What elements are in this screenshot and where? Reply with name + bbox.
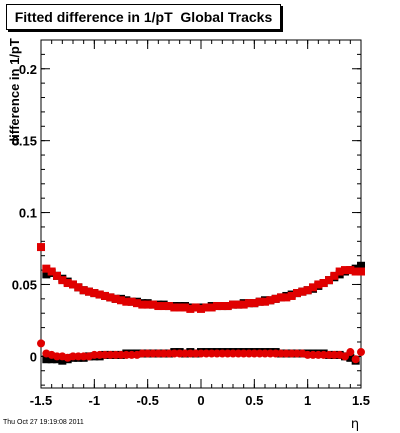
data-point <box>277 293 285 302</box>
data-point <box>325 276 333 285</box>
data-point <box>159 302 168 311</box>
data-point <box>223 302 232 311</box>
data-point <box>37 339 45 348</box>
y-tick-label: 0 <box>30 349 37 364</box>
data-point <box>74 283 83 292</box>
data-point <box>175 303 184 312</box>
data-point <box>282 293 291 302</box>
data-point <box>69 280 77 289</box>
data-point <box>197 304 205 313</box>
data-point <box>213 302 221 311</box>
data-point <box>303 286 312 295</box>
series-3 <box>37 339 365 364</box>
data-point <box>47 267 56 276</box>
y-axis-label: difference in 1/pT <box>7 38 22 146</box>
x-tick-label: 1 <box>304 393 311 408</box>
data-point <box>63 279 72 288</box>
x-tick-label: 0 <box>197 393 204 408</box>
data-point <box>170 303 179 312</box>
data-point <box>58 356 67 365</box>
plot-frame <box>40 39 362 389</box>
data-point <box>42 264 51 273</box>
y-tick-label: 0.15 <box>12 134 37 149</box>
x-tick-label: 0.5 <box>245 393 263 408</box>
axis-ticks <box>40 39 362 388</box>
data-point <box>106 293 115 302</box>
data-point <box>229 300 237 309</box>
data-point <box>95 290 104 299</box>
data-point <box>191 303 200 312</box>
data-point <box>335 267 344 276</box>
data-point <box>287 291 296 300</box>
data-point <box>357 267 365 276</box>
timestamp-footer: Thu Oct 27 19:19:08 2011 <box>3 419 84 426</box>
data-point <box>138 300 147 309</box>
data-point <box>58 276 67 285</box>
x-axis-label: η <box>351 417 359 432</box>
data-point <box>111 294 120 303</box>
data-point <box>271 294 280 303</box>
data-point <box>37 243 45 252</box>
data-point <box>250 299 259 308</box>
data-point <box>255 297 264 306</box>
data-point <box>314 280 323 289</box>
data-point <box>309 283 317 292</box>
data-point <box>293 289 301 298</box>
data-point <box>245 299 253 308</box>
data-point <box>47 355 56 364</box>
data-point <box>207 303 216 312</box>
data-point <box>341 266 349 275</box>
data-point <box>85 287 93 296</box>
x-tick-label: -1 <box>89 393 101 408</box>
data-point <box>133 299 141 308</box>
data-point <box>341 352 349 361</box>
series-1 <box>37 243 365 313</box>
axis-tick-labels: -1.5 -1 -0.5 0 0.5 1 1.5 0 0.05 0.1 0.15 0.2 <box>12 62 370 408</box>
data-point <box>79 286 88 295</box>
data-point <box>239 300 248 309</box>
data-point <box>330 271 339 280</box>
data-point <box>346 266 355 275</box>
title-box: Fitted difference in 1/pT Global Tracks <box>6 4 281 30</box>
data-point <box>351 267 360 276</box>
data-point <box>42 355 51 364</box>
data-point <box>154 302 163 311</box>
x-tick-label: -1.5 <box>30 393 52 408</box>
data-point <box>357 348 365 357</box>
y-tick-label: 0.2 <box>19 62 37 77</box>
data-point <box>234 300 243 309</box>
data-point <box>149 300 157 309</box>
data-point <box>319 279 328 288</box>
data-point <box>218 302 227 311</box>
data-point <box>127 297 136 306</box>
data-point <box>165 302 173 311</box>
x-tick-label: 1.5 <box>352 393 370 408</box>
data-point <box>90 289 99 298</box>
data-point <box>181 303 189 312</box>
chart-title: Fitted difference in 1/pT Global Tracks <box>14 9 273 25</box>
data-point <box>42 270 51 279</box>
data-point <box>143 300 152 309</box>
data-point <box>186 304 195 313</box>
data-point <box>266 296 275 305</box>
data-point <box>351 355 360 364</box>
y-tick-label: 0.05 <box>12 277 37 292</box>
data-point <box>117 296 125 305</box>
data-point <box>261 297 269 306</box>
data-point <box>122 297 131 306</box>
data-marks <box>37 243 365 365</box>
y-tick-label: 0.1 <box>19 206 37 221</box>
data-point <box>346 348 355 357</box>
data-point <box>202 303 211 312</box>
data-point <box>53 271 61 280</box>
data-point <box>346 353 355 362</box>
x-tick-label: -0.5 <box>136 393 158 408</box>
data-point <box>101 291 109 300</box>
data-point <box>298 287 307 296</box>
data-point <box>357 261 365 270</box>
